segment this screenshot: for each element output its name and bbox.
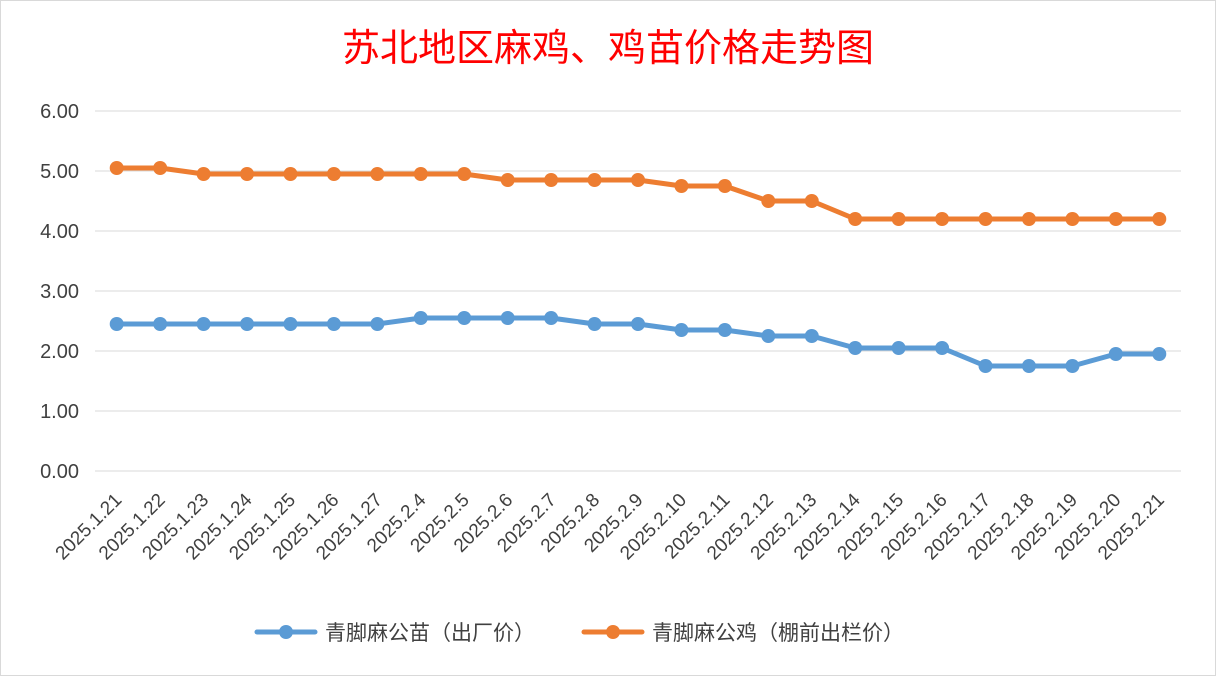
- data-point: [848, 212, 863, 226]
- series-2: [109, 161, 1167, 226]
- data-point: [1152, 212, 1167, 226]
- legend-item-1[interactable]: 青脚麻公苗（出厂价）: [254, 621, 535, 645]
- gridlines: [95, 110, 1181, 472]
- data-point: [500, 311, 515, 325]
- data-point: [240, 317, 255, 331]
- data-point: [326, 167, 341, 181]
- legend-label: 青脚麻公鸡（棚前出栏价）: [652, 621, 904, 645]
- data-point: [631, 173, 645, 187]
- y-tick-label: 6.00: [40, 101, 79, 123]
- data-point: [631, 317, 645, 331]
- y-tick-label: 5.00: [40, 161, 79, 183]
- data-point: [804, 329, 819, 343]
- data-point: [848, 341, 863, 355]
- data-point: [761, 194, 776, 208]
- data-point: [283, 317, 298, 331]
- data-point: [1065, 359, 1080, 373]
- y-axis-ticks: 0.00 1.00 2.00 3.00 4.00 5.00 6.00: [40, 101, 79, 483]
- data-point: [891, 341, 906, 355]
- data-point: [413, 311, 428, 325]
- data-point: [891, 212, 906, 226]
- legend-label: 青脚麻公苗（出厂价）: [325, 621, 535, 645]
- y-tick-label: 1.00: [40, 401, 79, 423]
- data-point: [804, 194, 819, 208]
- y-tick-label: 2.00: [40, 341, 79, 363]
- data-point: [457, 167, 472, 181]
- series-1: [109, 311, 1167, 373]
- data-point: [587, 317, 602, 331]
- data-point: [978, 212, 993, 226]
- data-point: [370, 317, 385, 331]
- data-point: [587, 173, 602, 187]
- data-point: [674, 323, 689, 337]
- data-point: [935, 341, 950, 355]
- data-point: [978, 359, 993, 373]
- data-point: [674, 179, 689, 193]
- data-point: [717, 179, 732, 193]
- legend-swatch-marker: [279, 625, 293, 639]
- data-point: [196, 167, 211, 181]
- data-point: [1108, 212, 1123, 226]
- data-point: [153, 161, 168, 175]
- data-point: [544, 311, 559, 325]
- data-point: [500, 173, 515, 187]
- data-point: [240, 167, 255, 181]
- data-point: [1065, 212, 1080, 226]
- data-point: [326, 317, 341, 331]
- data-point: [1021, 359, 1036, 373]
- data-point: [761, 329, 776, 343]
- data-point: [717, 323, 732, 337]
- data-point: [1108, 347, 1123, 361]
- x-axis-ticks: 2025.1.212025.1.222025.1.232025.1.242025…: [52, 489, 1169, 564]
- data-point: [457, 311, 472, 325]
- data-point: [544, 173, 559, 187]
- y-tick-label: 3.00: [40, 281, 79, 303]
- legend-swatch-marker: [606, 625, 620, 639]
- data-point: [196, 317, 211, 331]
- y-tick-label: 4.00: [40, 221, 79, 243]
- data-point: [935, 212, 950, 226]
- data-point: [109, 317, 124, 331]
- legend-item-2[interactable]: 青脚麻公鸡（棚前出栏价）: [581, 621, 904, 645]
- data-point: [283, 167, 298, 181]
- data-point: [1152, 347, 1167, 361]
- data-point: [1021, 212, 1036, 226]
- chart-title: 苏北地区麻鸡、鸡苗价格走势图: [342, 26, 874, 70]
- series-layer: [109, 161, 1167, 373]
- y-tick-label: 0.00: [40, 461, 79, 483]
- data-point: [370, 167, 385, 181]
- data-point: [413, 167, 428, 181]
- data-point: [153, 317, 168, 331]
- data-point: [109, 161, 124, 175]
- legend[interactable]: 青脚麻公苗（出厂价） 青脚麻公鸡（棚前出栏价）: [254, 621, 904, 645]
